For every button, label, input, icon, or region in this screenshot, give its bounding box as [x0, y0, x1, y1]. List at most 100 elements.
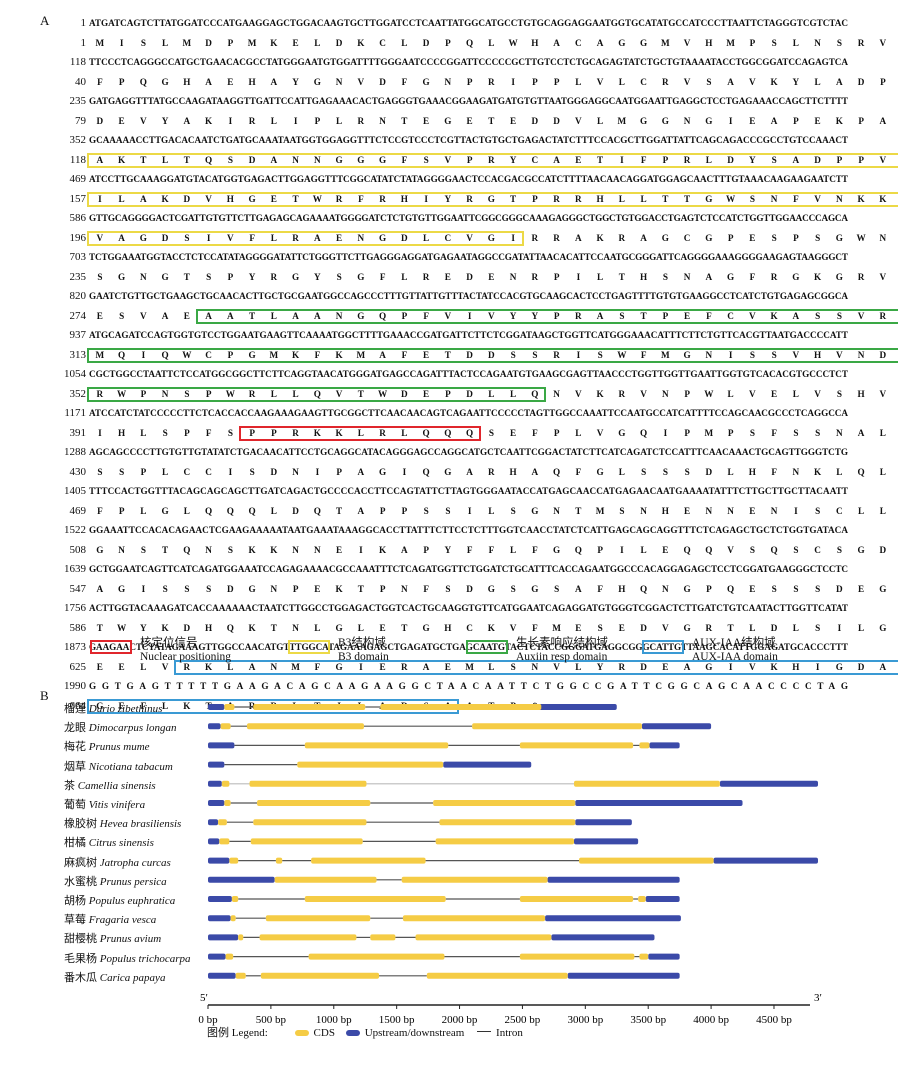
position-number: 430 [69, 465, 87, 478]
protein-sequence-row: 40 FPQGHAEHAYGNVDFGNPRIPPLVLCRVSAVKYLADPE… [0, 73, 898, 93]
cds-segment [433, 800, 576, 806]
cds-segment [225, 953, 234, 960]
cds-segment [231, 896, 239, 902]
species-latin: Nicotiana tabacum [88, 760, 173, 773]
gene-legend: 图例 Legend: CDS Upstream/downstream Intro… [207, 1024, 523, 1040]
utr-segment [713, 857, 818, 864]
nucleotide-sequence: GAAGAACTCTATAGAAAGTTGGCCAACATGTTTGGCATAG… [89, 642, 848, 652]
protein-sequence-row: 235 S G N G T S P Y R G Y S G F L R E D E N R P I L T H S N A G F R G K G R V… [0, 268, 898, 288]
legend-cn: 核定位信号 [140, 637, 198, 649]
species-latin: Hevea brasiliensis [99, 818, 182, 831]
axis-tick-label: 3000 bp [567, 1014, 603, 1026]
position-number: 1288 [64, 446, 86, 458]
axis-tick-label: 2500 bp [505, 1014, 541, 1026]
position-number: 352 [69, 134, 87, 146]
position-number: 664 [69, 699, 87, 712]
nucleotide-sequence: TTCCCTCAGGGCCATGCTGAACACGCCTATGGGAATGTGG… [89, 57, 848, 67]
species-label: 番木瓜 Carica papaya [64, 969, 165, 985]
dna-sequence-row: 1756 ACTTGGTACAAAGATCACCAAAAAACTAATCTTGGC… [0, 599, 898, 619]
b3-domain-box [87, 191, 898, 207]
amino-acid-sequence: RWPNSPWRLLQVTWDEPDLLQNVKRVNPWLVELVSHVPS [96, 388, 887, 399]
protein-sequence-row: 79 DEVYAKIRLIPLRNTEGETEDDVLMGGNGIEAPEKPAS… [0, 112, 898, 132]
legend-en: AUX-IAA domain [692, 651, 778, 663]
intron-legend-label: Intron [496, 1027, 523, 1039]
utr-segment [208, 723, 221, 730]
cds-segment [275, 857, 283, 864]
axis-tick-label: 4500 bp [756, 1014, 792, 1026]
utr-segment [551, 934, 655, 941]
species-cn: 水蜜桃 [64, 875, 97, 888]
panel-b-label: B [40, 688, 49, 703]
position-number: 118 [69, 153, 86, 166]
species-label: 甜樱桃 Prunus avium [64, 930, 161, 946]
species-latin: Camellia sinensis [77, 779, 156, 792]
species-cn: 柑橘 [64, 837, 86, 850]
utr-segment [208, 896, 232, 902]
cds-segment [250, 838, 363, 845]
axis-tick-label: 2000 bp [442, 1014, 478, 1026]
cds-segment [219, 838, 230, 845]
utr-segment [575, 800, 743, 806]
species-label: 胡杨 Populus euphratica [64, 892, 175, 908]
cds-segment [370, 934, 396, 941]
position-number: 586 [69, 621, 87, 634]
species-label: 烟草 Nicotiana tabacum [64, 758, 173, 774]
utr-segment [208, 704, 225, 710]
position-number: 586 [69, 212, 87, 224]
utr-segment [208, 780, 222, 787]
legend-cn: AUX-IAA结构域 [692, 637, 776, 649]
protein-sequence-row: 118 A K T L T Q S D A N N G G G F S V P R Y C A E T I F P R L D Y S A D P P V… [0, 151, 898, 171]
species-cn: 烟草 [64, 760, 86, 773]
species-latin: Durio zibethinus [88, 703, 163, 715]
species-cn: 毛果杨 [64, 952, 97, 965]
amino-acid-sequence: SGNGTSPYRGYSGFLREDENRPILTHSNAGFRGKGRVRA [97, 271, 887, 282]
species-cn: 麻疯树 [64, 856, 97, 869]
cds-segment [265, 915, 371, 922]
cds-segment [638, 896, 646, 902]
utr-segment [641, 723, 712, 730]
cds-segment [519, 896, 634, 902]
amino-acid-sequence: AGISSSDGNPEKTPNFSDGSGSAFHQNGPQESSSDEGLL [96, 583, 887, 594]
cds-segment [253, 819, 367, 826]
cds-segment [639, 953, 649, 960]
cds-segment [274, 876, 377, 883]
utr-legend-label: Upstream/downstream [364, 1027, 465, 1039]
species-cn: 梅花 [64, 741, 86, 754]
panel-a-label: A [40, 13, 50, 28]
nucleotide-sequence: GTTGCAGGGGACTCGATTGTGTTCTTGAGAGCAGAAAATG… [89, 213, 848, 223]
amino-acid-sequence: ILAKDVHGETWRFRHIYRGTPRRHLLTTGWSNFVNKKNL [98, 193, 887, 204]
position-number: 196 [69, 231, 87, 244]
legend-swatch [642, 640, 684, 654]
sequence-listing: 1 ATGATCAGTCTTATGGATCCCATGAAGGAGCTGGACAAG… [0, 14, 898, 716]
cds-segment [415, 934, 552, 941]
dna-sequence-row: 1405 TTTCCACTGGTTTACAGCAGCAGCTTGATCAGACTG… [0, 482, 898, 502]
protein-sequence-row: 196 V A G D S I V F L R A E N G D L C V G I R R A K R A G C G P E S P S G W N… [0, 229, 898, 249]
position-number: 1171 [64, 407, 86, 419]
axis-tick-label: 500 bp [256, 1014, 287, 1026]
cds-segment [380, 704, 542, 710]
species-cn: 番木瓜 [64, 971, 97, 984]
species-latin: Vitis vinifera [88, 799, 146, 811]
dna-sequence-row: 937 ATGCAGATCCAGTGGTGTCCTGGAATGAAGTTCAAAA… [0, 326, 898, 346]
legend-text: 生长素响应结构域 Auxiin resp domain [516, 636, 608, 664]
species-cn: 胡杨 [64, 895, 86, 907]
cds-segment [304, 896, 446, 902]
position-number: 820 [69, 290, 87, 302]
legend-text: AUX-IAA结构域 AUX-IAA domain [692, 636, 778, 664]
dna-sequence-row: 703 TCTGGAAATGGTACCTCTCCATATAGGGGATATTCTG… [0, 248, 898, 268]
dna-sequence-row: 586 GTTGCAGGGGACTCGATTGTGTTCTTGAGAGCAGAAA… [0, 209, 898, 229]
utr-segment [208, 742, 235, 749]
protein-sequence-row: 391 I H L S P F S P P R K K L R L Q Q Q S E F P L V G Q I P M P S F S S N A L… [0, 424, 898, 444]
axis-tick-label: 1000 bp [316, 1014, 352, 1026]
amino-acid-sequence: MQIQWCPGMKFKMAFETDDSSRISWFMGNISSVHVNDPI [95, 349, 887, 360]
cds-segment [472, 723, 642, 730]
cds-segment [259, 934, 357, 941]
panel-b: B 榴莲 Durio zibethinus 龙眼 Dimocarpus longa… [0, 688, 898, 1088]
position-number: 469 [69, 173, 87, 185]
nucleotide-sequence: GATGAGGTTTATGCCAAGATAAGGTTGATTCCATTGAGAA… [89, 96, 848, 106]
species-label: 梅花 Prunus mume [64, 738, 150, 754]
intron-swatch [477, 1031, 492, 1033]
position-number: 1756 [64, 602, 86, 614]
cds-segment [257, 800, 371, 806]
axis-tick-label: 4000 bp [693, 1014, 729, 1026]
